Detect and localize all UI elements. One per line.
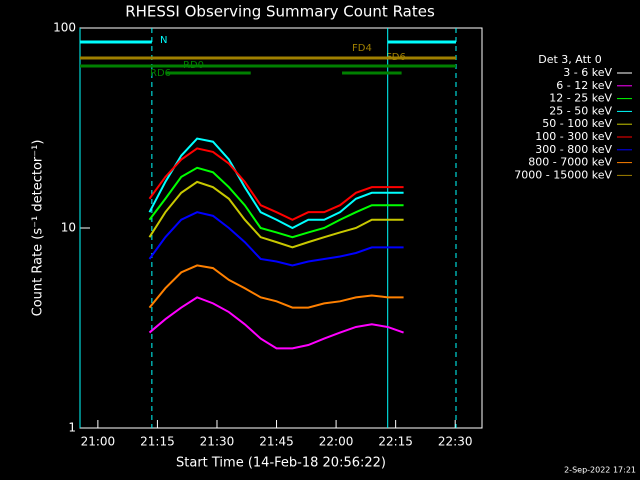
legend-label: 25 - 50 keV xyxy=(549,104,612,117)
legend-label: 6 - 12 keV xyxy=(556,79,612,92)
series-line xyxy=(148,296,404,350)
legend-label: 300 - 800 keV xyxy=(535,143,612,156)
y-tick-label: 100 xyxy=(53,21,76,35)
legend-label: 3 - 6 keV xyxy=(563,66,612,79)
legend-label: 50 - 100 keV xyxy=(542,117,612,130)
x-tick-label: 21:45 xyxy=(259,435,294,449)
x-tick-label: 21:00 xyxy=(81,435,116,449)
series-line xyxy=(148,264,404,309)
x-tick-label: 22:00 xyxy=(319,435,354,449)
series-line xyxy=(148,180,404,249)
legend-title: Det 3, Att 0 xyxy=(538,53,602,66)
legend-label: 7000 - 15000 keV xyxy=(514,168,612,181)
chart-title: RHESSI Observing Summary Count Rates xyxy=(125,3,435,21)
state-label: RD6 xyxy=(150,68,171,79)
series-line xyxy=(148,147,404,221)
x-tick-label: 22:15 xyxy=(378,435,413,449)
y-tick-label: 1 xyxy=(68,421,76,435)
state-label: RD0 xyxy=(183,60,204,71)
y-tick-label: 10 xyxy=(61,221,76,235)
legend-label: 100 - 300 keV xyxy=(535,130,612,143)
footer: 2-Sep-2022 17:21 xyxy=(564,466,636,475)
x-tick-label: 21:15 xyxy=(140,435,175,449)
y-axis-label: Count Rate (s⁻¹ detector⁻¹) xyxy=(31,140,46,317)
x-tick-label: 22:30 xyxy=(438,435,473,449)
legend-label: 12 - 25 keV xyxy=(549,92,612,105)
series-line xyxy=(148,137,404,230)
state-label: N xyxy=(160,35,167,46)
x-tick-label: 21:30 xyxy=(200,435,235,449)
x-axis-label: Start Time (14-Feb-18 20:56:22) xyxy=(176,456,386,471)
series-line xyxy=(148,211,404,267)
plot-frame xyxy=(79,27,483,429)
series-line xyxy=(148,166,404,239)
state-label: FD4 xyxy=(352,43,372,54)
legend-label: 800 - 7000 keV xyxy=(528,156,612,169)
